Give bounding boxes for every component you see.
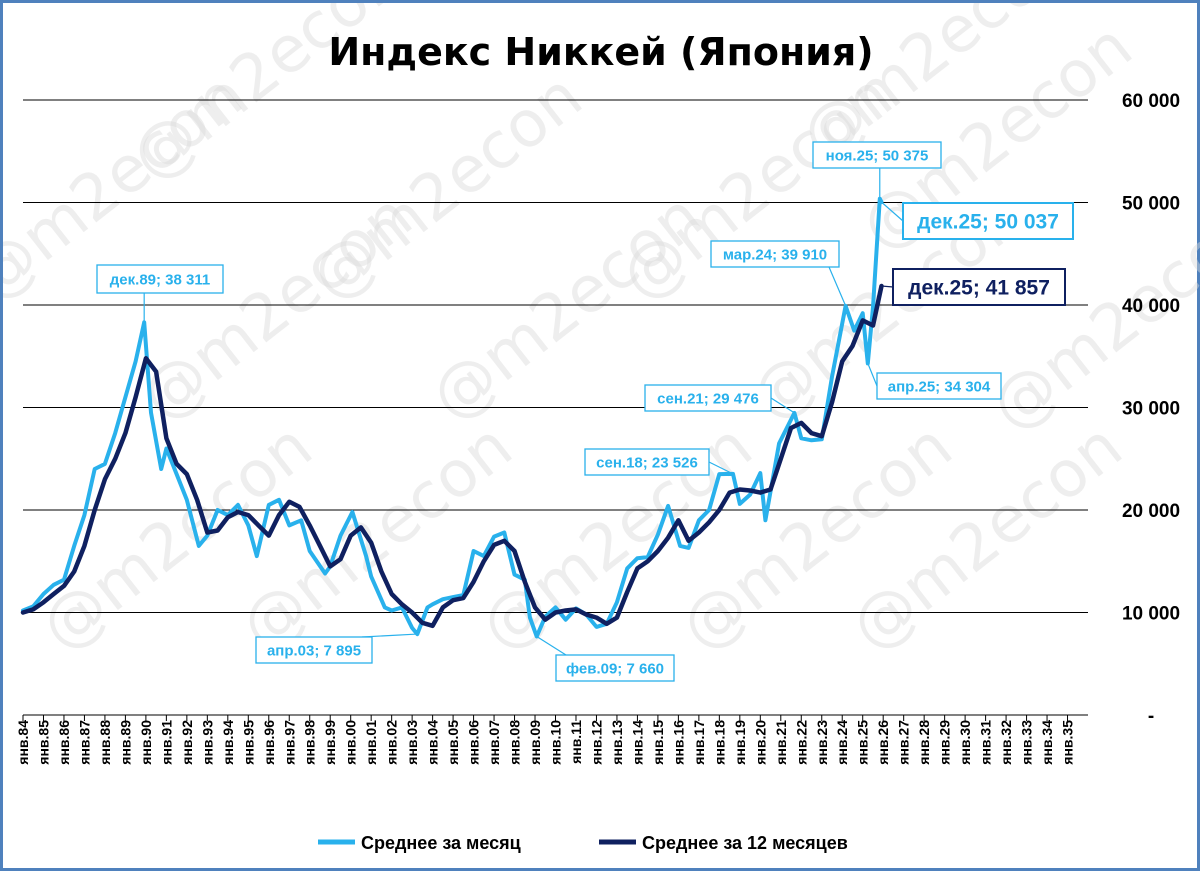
legend-label-monthly: Среднее за месяц — [361, 833, 521, 853]
annotation-mar24-label: мар.24; 39 910 — [723, 246, 827, 263]
x-tick-label: янв.07 — [486, 720, 502, 765]
x-tick-label: янв.94 — [220, 720, 236, 765]
annotation-feb09-label: фев.09; 7 660 — [566, 660, 664, 677]
x-tick-label: янв.01 — [363, 720, 379, 765]
x-axis-ticks: янв.84 янв.85 янв.86 янв.87 янв.88 янв.89 янв.… — [15, 715, 1076, 765]
x-tick-label: янв.28 — [916, 720, 932, 765]
annotation-dec89-box — [96, 264, 224, 294]
y-tick-label: 30 000 — [1122, 399, 1180, 420]
x-tick-label: янв.29 — [937, 720, 953, 765]
x-tick-label: янв.93 — [199, 720, 215, 765]
y-tick-label: 20 000 — [1122, 501, 1180, 522]
annotation-sep18-label: сен.18; 23 526 — [596, 454, 698, 471]
annotation-apr03-label: апр.03; 7 895 — [267, 642, 361, 659]
x-tick-label: янв.06 — [466, 720, 482, 765]
x-tick-label: янв.05 — [445, 720, 461, 765]
x-tick-label: янв.34 — [1039, 720, 1055, 765]
annotation-nov25-box — [812, 141, 942, 169]
x-tick-label: янв.96 — [261, 720, 277, 765]
x-tick-label: янв.16 — [670, 720, 686, 765]
x-tick-label: янв.20 — [752, 720, 768, 765]
y-axis-ticks: - 10 000 20 000 30 000 40 000 50 000 60 000 — [1122, 91, 1180, 727]
annotation-sep18-box — [584, 448, 710, 476]
annotations: дек.89; 38 311 апр.03; 7 895 фев.09; 7 660… — [96, 141, 1074, 682]
chart-title: Индекс Никкей (Япония) — [328, 30, 873, 74]
x-tick-label: янв.18 — [711, 720, 727, 765]
x-tick-label: янв.85 — [35, 720, 51, 765]
annotation-leader — [708, 461, 734, 475]
legend: Среднее за месяц Среднее за 12 месяцев — [318, 833, 848, 853]
y-tick-label: 60 000 — [1122, 91, 1180, 112]
x-tick-label: янв.90 — [138, 720, 154, 765]
annotation-leader — [828, 266, 847, 307]
x-tick-label: янв.14 — [629, 720, 645, 765]
annotation-dec25-monthly-box — [902, 202, 1074, 240]
x-tick-label: янв.12 — [588, 720, 604, 765]
annotation-apr25-label: апр.25; 34 304 — [888, 378, 991, 395]
annotation-leader — [770, 397, 795, 414]
x-tick-label: янв.89 — [117, 720, 133, 765]
x-tick-label: янв.21 — [773, 720, 789, 765]
watermark-layer: @m2econ@m2econ@m2econ@m2econ@m2econ@m2ec… — [3, 3, 1200, 666]
annotation-leader — [881, 201, 904, 222]
annotation-dec25-monthly-label: дек.25; 50 037 — [917, 211, 1059, 234]
x-tick-label: янв.30 — [957, 720, 973, 765]
x-tick-label: янв.24 — [834, 720, 850, 765]
x-tick-label: янв.91 — [158, 720, 174, 765]
x-tick-label: янв.25 — [855, 720, 871, 765]
x-tick-label: янв.11 — [568, 720, 584, 764]
series-line-12m-average — [20, 283, 884, 629]
annotation-sep21-box — [644, 384, 772, 412]
x-tick-label: янв.84 — [15, 720, 31, 765]
x-tick-label: янв.97 — [281, 720, 297, 765]
x-tick-label: янв.04 — [425, 720, 441, 765]
x-tick-label: янв.08 — [507, 720, 523, 765]
x-tick-label: янв.99 — [322, 720, 338, 765]
x-tick-label: янв.10 — [548, 720, 564, 765]
x-tick-label: янв.02 — [384, 720, 400, 765]
annotation-nov25-label: ноя.25; 50 375 — [826, 147, 929, 164]
x-tick-label: янв.88 — [97, 720, 113, 765]
x-tick-label: янв.33 — [1019, 720, 1035, 765]
series-lines — [20, 196, 884, 639]
x-tick-label: янв.87 — [76, 720, 92, 765]
chart: @m2econ@m2econ@m2econ@m2econ@m2econ@m2ec… — [3, 3, 1200, 853]
x-tick-label: янв.03 — [404, 720, 420, 765]
x-tick-label: янв.32 — [998, 720, 1014, 765]
x-tick-label: янв.26 — [875, 720, 891, 765]
annotation-dec89-label: дек.89; 38 311 — [110, 271, 210, 288]
y-tick-label: 40 000 — [1122, 296, 1180, 317]
y-tick-label: - — [1148, 706, 1154, 727]
legend-label-avg12: Среднее за 12 месяцев — [642, 833, 848, 853]
y-tick-label: 50 000 — [1122, 194, 1180, 215]
x-tick-label: янв.35 — [1060, 720, 1076, 765]
x-tick-label: янв.19 — [732, 720, 748, 765]
annotation-leader — [867, 363, 878, 387]
x-tick-label: янв.09 — [527, 720, 543, 765]
x-tick-label: янв.22 — [793, 720, 809, 765]
x-tick-label: янв.31 — [978, 720, 994, 765]
annotation-dec25-12m-box — [892, 268, 1066, 306]
x-tick-label: янв.15 — [650, 720, 666, 765]
x-tick-label: янв.27 — [896, 720, 912, 765]
x-tick-label: янв.13 — [609, 720, 625, 765]
annotation-feb09-box — [555, 654, 675, 682]
x-tick-label: янв.86 — [56, 720, 72, 765]
annotation-leader — [881, 285, 894, 288]
x-tick-label: янв.92 — [179, 720, 195, 765]
x-tick-label: янв.17 — [691, 720, 707, 765]
x-tick-label: янв.00 — [343, 720, 359, 765]
annotation-apr03-box — [255, 636, 373, 664]
annotation-apr25-box — [876, 372, 1002, 400]
annotation-leader — [536, 635, 567, 656]
annotation-dec25-12m-label: дек.25; 41 857 — [908, 277, 1050, 300]
x-tick-label: янв.98 — [302, 720, 318, 765]
annotation-mar24-box — [710, 240, 840, 268]
x-tick-label: янв.23 — [814, 720, 830, 765]
y-tick-label: 10 000 — [1122, 604, 1180, 625]
annotation-sep21-label: сен.21; 29 476 — [657, 390, 759, 407]
x-tick-label: янв.95 — [240, 720, 256, 765]
